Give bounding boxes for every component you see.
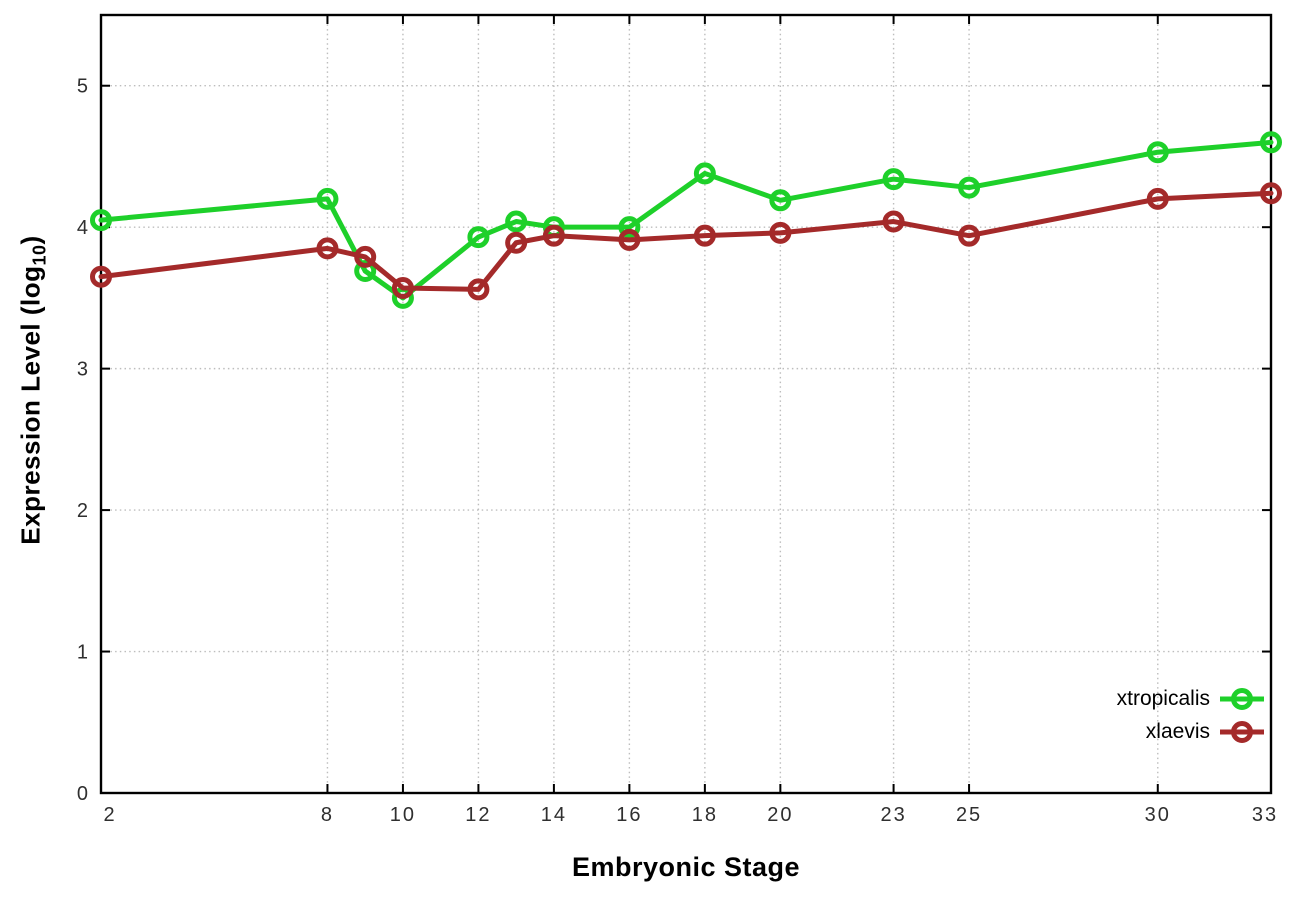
data-point-xtropicalis-stage-25 — [958, 176, 981, 199]
series-line-xtropicalis — [98, 139, 1274, 301]
data-point-xlaevis-stage-30 — [1146, 187, 1169, 210]
plot-border — [99, 13, 1273, 795]
legend-label-xlaevis: xlaevis — [1145, 720, 1210, 743]
y-tick-label: 5 — [77, 76, 88, 98]
x-tick-label: 18 — [692, 804, 718, 826]
y-axis-label-close: ) — [15, 235, 46, 245]
data-point-xtropicalis-stage-8 — [316, 187, 339, 210]
data-point-xtropicalis-stage-18 — [693, 162, 716, 185]
data-point-xlaevis-stage-25 — [958, 224, 981, 247]
data-point-xtropicalis-stage-13 — [505, 210, 528, 233]
y-axis-label-text: Expression Level (log — [15, 265, 46, 545]
data-point-xlaevis-stage-33 — [1260, 182, 1282, 205]
legend: xtropicalis xlaevis — [1117, 686, 1266, 745]
x-tick-label: 8 — [321, 804, 334, 826]
legend-item-xtropicalis: xtropicalis — [1117, 686, 1266, 712]
x-tick-label: 2 — [103, 804, 116, 826]
y-axis-label-subscript: 10 — [29, 244, 50, 266]
x-tick-label: 23 — [880, 804, 906, 826]
data-point-xtropicalis-stage-33 — [1260, 131, 1282, 154]
data-point-xlaevis-stage-14 — [542, 224, 565, 247]
legend-marker-xtropicalis — [1220, 688, 1264, 710]
data-point-xtropicalis-stage-30 — [1146, 141, 1169, 164]
data-point-xlaevis-stage-8 — [316, 237, 339, 260]
y-axis-label: Expression Level (log10) — [15, 235, 50, 544]
y-tick-label: 0 — [77, 783, 88, 805]
x-tick-label: 12 — [465, 804, 491, 826]
data-point-xtropicalis-stage-12 — [467, 226, 490, 249]
legend-item-xlaevis: xlaevis — [1117, 719, 1266, 745]
x-tick-label: 16 — [616, 804, 642, 826]
x-tick-label: 30 — [1145, 804, 1171, 826]
data-point-xtropicalis-stage-9 — [354, 260, 377, 283]
data-point-xlaevis-stage-12 — [467, 278, 490, 301]
legend-label-xtropicalis: xtropicalis — [1116, 687, 1210, 710]
data-point-xtropicalis-stage-23 — [882, 168, 905, 191]
data-point-xtropicalis-stage-2 — [90, 209, 112, 232]
data-point-xtropicalis-stage-16 — [618, 216, 641, 239]
data-point-xlaevis-stage-16 — [618, 228, 641, 251]
data-point-xlaevis-stage-9 — [354, 245, 377, 268]
data-point-xlaevis-stage-13 — [505, 231, 528, 254]
data-point-xlaevis-stage-10 — [391, 277, 414, 300]
data-point-xlaevis-stage-20 — [769, 221, 792, 244]
x-tick-label: 14 — [541, 804, 567, 826]
x-tick-label: 25 — [956, 804, 982, 826]
data-point-xlaevis-stage-2 — [90, 265, 112, 288]
y-tick-label: 4 — [77, 217, 88, 239]
legend-marker-xlaevis — [1220, 721, 1264, 743]
data-point-xlaevis-stage-23 — [882, 210, 905, 233]
y-tick-label: 1 — [77, 642, 88, 664]
y-tick-label: 3 — [77, 359, 88, 381]
data-point-xlaevis-stage-18 — [693, 224, 716, 247]
x-tick-label: 33 — [1252, 804, 1278, 826]
data-point-xtropicalis-stage-20 — [769, 189, 792, 212]
x-tick-label: 10 — [390, 804, 416, 826]
y-tick-label: 2 — [77, 500, 88, 522]
x-tick-label: 20 — [767, 804, 793, 826]
series-line-xlaevis — [98, 190, 1274, 292]
x-axis-label: Embryonic Stage — [571, 852, 801, 882]
